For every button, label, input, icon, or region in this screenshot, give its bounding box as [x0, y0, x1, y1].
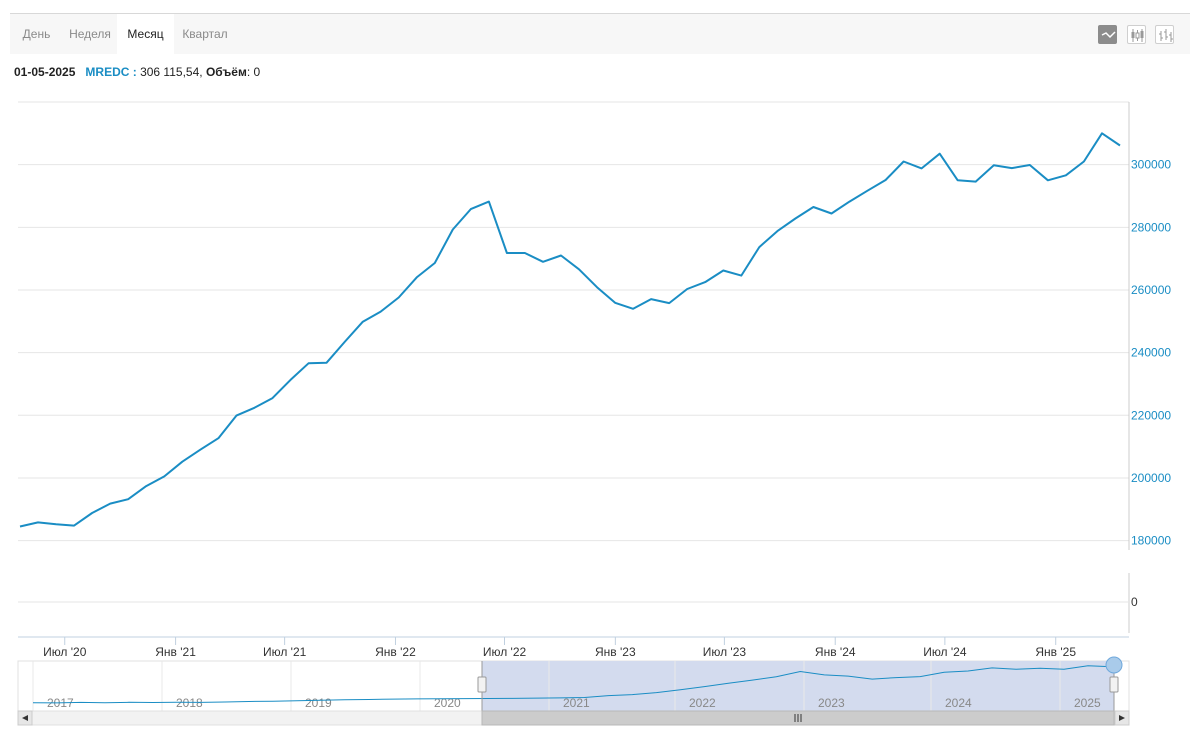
x-tick-label: Июл '23: [703, 645, 747, 659]
candlestick-chart-icon[interactable]: [1127, 25, 1146, 44]
y-tick-label: 240000: [1131, 346, 1171, 360]
navigator-year-label: 2019: [305, 696, 332, 710]
info-value: 306 115,54,: [140, 65, 203, 79]
x-tick-label: Июл '24: [923, 645, 967, 659]
tab-day[interactable]: День: [22, 27, 51, 41]
y-tick-label: 280000: [1131, 220, 1171, 234]
x-tick-label: Янв '22: [375, 645, 416, 659]
scroll-right-arrow-icon: [1119, 715, 1125, 721]
info-date: 01-05-2025: [14, 65, 76, 79]
ohlc-chart-icon[interactable]: [1155, 25, 1174, 44]
volume-tick-label: 0: [1131, 595, 1138, 609]
navigator-year-label: 2021: [563, 696, 590, 710]
y-tick-label: 300000: [1131, 158, 1171, 172]
navigator-left-handle[interactable]: [477, 676, 487, 693]
x-tick-label: Июл '20: [43, 645, 87, 659]
x-tick-label: Янв '23: [595, 645, 636, 659]
navigator-series-line: [32, 665, 1113, 704]
tab-month[interactable]: Месяц: [117, 14, 174, 54]
x-tick-label: Янв '24: [815, 645, 856, 659]
x-tick-label: Янв '21: [155, 645, 196, 659]
navigator-end-marker: [1105, 656, 1123, 674]
y-tick-label: 200000: [1131, 471, 1171, 485]
navigator-year-label: 2018: [176, 696, 203, 710]
info-volume-value: : 0: [246, 65, 261, 79]
navigator-year-label: 2024: [945, 696, 972, 710]
tab-quarter[interactable]: Квартал: [182, 27, 228, 41]
line-chart-icon[interactable]: [1098, 25, 1117, 44]
navigator-year-label: 2023: [818, 696, 845, 710]
period-tabs: День Неделя Месяц Квартал: [10, 14, 1190, 54]
tab-week[interactable]: Неделя: [69, 27, 111, 41]
price-series-line: [19, 132, 1121, 528]
x-tick-label: Янв '25: [1035, 645, 1076, 659]
x-tick-label: Июл '22: [483, 645, 527, 659]
info-ticker: MREDC :: [85, 65, 137, 79]
y-tick-label: 220000: [1131, 408, 1171, 422]
navigator-year-label: 2022: [689, 696, 716, 710]
y-tick-label: 260000: [1131, 283, 1171, 297]
scroll-left-arrow-icon: [22, 715, 28, 721]
y-tick-label: 180000: [1131, 534, 1171, 548]
info-volume-label: Объём: [205, 65, 247, 79]
navigator-right-handle[interactable]: [1109, 676, 1119, 693]
navigator-year-label: 2020: [434, 696, 461, 710]
x-tick-label: Июл '21: [263, 645, 307, 659]
price-info: 01-05-2025 MREDC : 306 115,54, Объём: 0: [14, 65, 260, 79]
navigator-year-label: 2025: [1074, 696, 1101, 710]
top-border: [10, 13, 1190, 14]
